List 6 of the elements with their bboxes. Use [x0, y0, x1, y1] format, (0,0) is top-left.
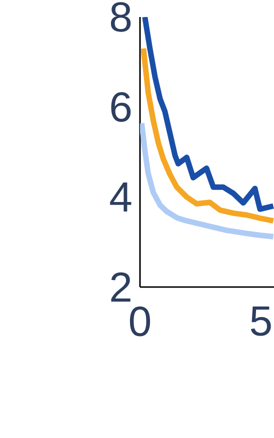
y-tick-label: 4 — [110, 182, 132, 212]
x-tick-label: 5 — [250, 306, 271, 336]
y-tick-label: 2 — [111, 272, 130, 302]
x-tick-label: 0 — [130, 306, 150, 336]
y-tick-label: 8 — [110, 2, 131, 32]
y-tick-label: 6 — [111, 92, 131, 122]
